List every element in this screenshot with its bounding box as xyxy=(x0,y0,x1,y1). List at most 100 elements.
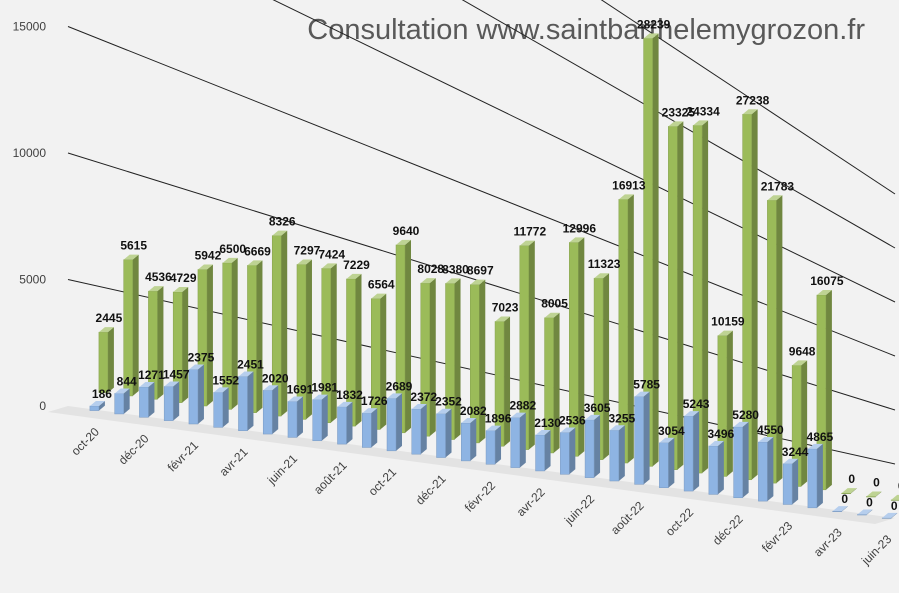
bar-top xyxy=(148,286,164,292)
data-label-blue: 3054 xyxy=(658,424,685,438)
y-tick-label: 0 xyxy=(39,399,46,413)
bar-top xyxy=(197,264,213,270)
bar-side xyxy=(197,364,204,425)
bar-top xyxy=(486,425,502,431)
bar-blue-0 xyxy=(89,400,105,411)
bar-side xyxy=(330,263,337,423)
bar-front xyxy=(163,386,174,421)
data-label-green: 5942 xyxy=(195,249,222,263)
bar-front xyxy=(634,396,644,485)
bar-top xyxy=(321,263,337,269)
x-tick-label: juin-22 xyxy=(561,492,597,528)
bar-front xyxy=(411,408,422,455)
data-label-green: 16075 xyxy=(810,274,844,288)
bar-top xyxy=(164,381,180,387)
data-label-green: 9648 xyxy=(789,344,816,358)
bar-side xyxy=(296,396,303,438)
bar-side xyxy=(841,506,848,512)
bar-side xyxy=(420,403,427,455)
bar-blue-17 xyxy=(510,412,526,468)
bar-top xyxy=(519,240,535,246)
bar-top xyxy=(857,509,873,515)
bar-green-23 xyxy=(668,121,684,470)
data-label-green: 21783 xyxy=(761,179,795,193)
bar-side xyxy=(776,195,783,484)
bar-blue-5 xyxy=(213,387,229,428)
data-label-green: 4536 xyxy=(145,270,172,284)
bar-blue-9 xyxy=(312,394,328,442)
data-label-green: 7023 xyxy=(492,301,519,315)
chart-floor xyxy=(48,406,895,524)
bar-front xyxy=(287,401,298,438)
bar-blue-14 xyxy=(436,408,452,458)
bar-top xyxy=(287,396,303,402)
bar-front xyxy=(758,441,768,502)
bar-green-17 xyxy=(519,240,535,450)
data-label-blue: 5785 xyxy=(633,378,660,392)
bar-top xyxy=(569,237,585,243)
bar-top xyxy=(585,414,601,420)
data-label-blue: 1691 xyxy=(287,383,314,397)
bar-top xyxy=(247,260,263,266)
data-label-blue: 4550 xyxy=(757,423,784,437)
data-label-blue: 0 xyxy=(841,492,848,506)
data-label-blue: 4865 xyxy=(807,430,834,444)
bar-front xyxy=(238,376,248,431)
bar-top xyxy=(643,33,659,39)
data-label-blue: 5280 xyxy=(732,408,759,422)
x-tick-label: avr-23 xyxy=(811,525,845,559)
bar-blue-11 xyxy=(361,408,378,448)
x-tick-label: avr-22 xyxy=(514,485,548,519)
data-label-blue: 1271 xyxy=(138,368,165,382)
bar-front xyxy=(262,390,273,435)
data-label-green: 7229 xyxy=(343,258,370,272)
data-label-blue: 3244 xyxy=(782,445,809,459)
bar-top xyxy=(767,195,783,201)
bar-green-0 xyxy=(98,327,114,393)
bar-front xyxy=(114,393,124,415)
bar-green-7 xyxy=(271,230,288,417)
bar-front xyxy=(139,386,149,418)
bar-front xyxy=(560,432,570,475)
bar-top xyxy=(470,279,486,285)
bar-side xyxy=(222,387,229,428)
bar-top xyxy=(98,327,114,333)
bar-blue-16 xyxy=(485,425,502,465)
bar-top xyxy=(445,278,461,284)
gridline xyxy=(600,0,896,195)
data-label-green: 6669 xyxy=(244,244,271,258)
bar-top xyxy=(891,494,899,500)
bar-top xyxy=(387,393,403,399)
bar-side xyxy=(206,264,213,407)
bar-front xyxy=(436,413,446,458)
data-label-blue: 1457 xyxy=(163,368,190,382)
bar-green-26 xyxy=(742,109,758,481)
bar-top xyxy=(188,364,204,370)
bar-side xyxy=(396,393,403,451)
bar-blue-28 xyxy=(782,458,799,505)
bar-green-20 xyxy=(593,273,610,460)
y-tick-label: 5000 xyxy=(19,273,46,287)
bar-side xyxy=(594,414,601,478)
bar-side xyxy=(445,408,452,458)
bar-front xyxy=(213,392,223,428)
x-tick-label: juin-21 xyxy=(264,451,300,487)
x-tick-label: févr-23 xyxy=(759,518,796,555)
bar-green-27 xyxy=(767,195,783,484)
bar-side xyxy=(726,330,733,477)
bar-green-18 xyxy=(544,312,560,454)
x-tick-label: août-22 xyxy=(608,498,647,537)
data-label-green: 5615 xyxy=(120,239,147,253)
bar-front xyxy=(857,514,867,516)
data-label-blue: 2372 xyxy=(410,390,437,404)
data-label-green: 23325 xyxy=(662,105,696,119)
data-label-green: 16913 xyxy=(612,178,646,192)
bar-top xyxy=(634,391,650,397)
bar-side xyxy=(767,437,774,502)
bar-side xyxy=(801,360,808,487)
data-label-blue: 2375 xyxy=(188,350,215,364)
bar-top xyxy=(742,109,758,115)
bar-blue-26 xyxy=(733,421,749,499)
data-label-green: 11323 xyxy=(588,257,621,271)
